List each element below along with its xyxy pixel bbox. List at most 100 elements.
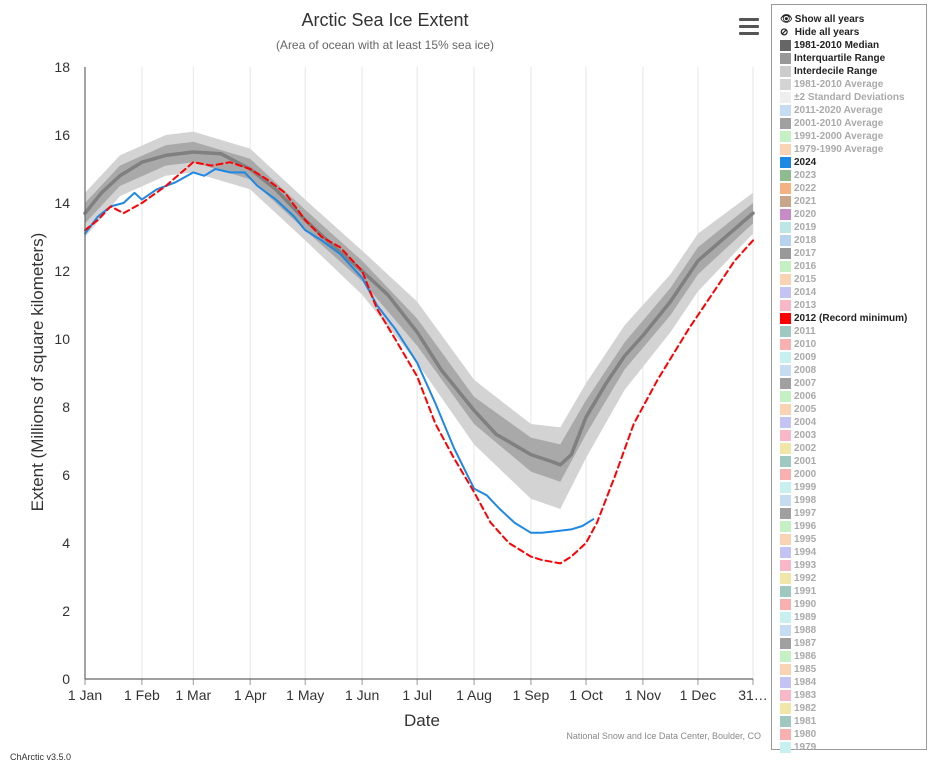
legend-item-label: 2011-2020 Average <box>794 105 883 116</box>
legend-item[interactable]: 1980 <box>772 728 926 741</box>
legend-item[interactable]: 1988 <box>772 624 926 637</box>
show-all-label: Show all years <box>794 14 865 25</box>
legend-swatch <box>780 638 791 649</box>
legend-item[interactable]: 2014 <box>772 286 926 299</box>
legend-item[interactable]: 1996 <box>772 520 926 533</box>
legend-item[interactable]: 2008 <box>772 364 926 377</box>
legend-item[interactable]: 2007 <box>772 377 926 390</box>
legend-item[interactable]: 2015 <box>772 273 926 286</box>
legend-item[interactable]: 1997 <box>772 507 926 520</box>
legend-item[interactable]: 1991 <box>772 585 926 598</box>
show-all-years-button[interactable]: 👁 Show all years <box>772 13 926 26</box>
legend-item[interactable]: 1979 <box>772 741 926 754</box>
legend-swatch <box>780 599 791 610</box>
legend-swatch <box>780 534 791 545</box>
y-axis-label: Extent (Millions of square kilometers) <box>28 233 47 512</box>
legend-swatch <box>780 274 791 285</box>
legend-item[interactable]: 1985 <box>772 663 926 676</box>
legend-item[interactable]: 2006 <box>772 390 926 403</box>
legend-item[interactable]: 2005 <box>772 403 926 416</box>
legend-item[interactable]: 2002 <box>772 442 926 455</box>
legend-item-label: 2001-2010 Average <box>794 118 884 129</box>
legend-item[interactable]: 2023 <box>772 169 926 182</box>
legend-item-label: 2007 <box>794 378 817 389</box>
legend-item[interactable]: 1994 <box>772 546 926 559</box>
legend-swatch <box>780 92 791 103</box>
legend-item[interactable]: 1981 <box>772 715 926 728</box>
legend-item[interactable]: 2022 <box>772 182 926 195</box>
legend-item[interactable]: 2000 <box>772 468 926 481</box>
legend-swatch <box>780 339 791 350</box>
legend-swatch <box>780 729 791 740</box>
legend-item[interactable]: 1981-2010 Median <box>772 39 926 52</box>
legend-item[interactable]: 2021 <box>772 195 926 208</box>
legend-item[interactable]: 1998 <box>772 494 926 507</box>
legend-item[interactable]: 1979-1990 Average <box>772 143 926 156</box>
legend-item[interactable]: Interquartile Range <box>772 52 926 65</box>
x-tick-label: 1 Aug <box>456 687 492 703</box>
legend-item-label: 1999 <box>794 482 817 493</box>
legend-item[interactable]: ±2 Standard Deviations <box>772 91 926 104</box>
legend-item[interactable]: 1992 <box>772 572 926 585</box>
legend-item-label: 2021 <box>794 196 817 207</box>
legend-item[interactable]: 2020 <box>772 208 926 221</box>
eye-slash-icon: ⊘ <box>780 27 789 38</box>
legend-item[interactable]: 2013 <box>772 299 926 312</box>
legend-item[interactable]: 2004 <box>772 416 926 429</box>
legend-item[interactable]: 1990 <box>772 598 926 611</box>
x-tick-label: 1 Jan <box>68 687 102 703</box>
legend-item[interactable]: 2001-2010 Average <box>772 117 926 130</box>
legend-item-label: 1994 <box>794 547 817 558</box>
legend-item[interactable]: 2011 <box>772 325 926 338</box>
legend-item[interactable]: 1987 <box>772 637 926 650</box>
legend-item[interactable]: 2017 <box>772 247 926 260</box>
legend-item[interactable]: 2011-2020 Average <box>772 104 926 117</box>
legend-item[interactable]: 1983 <box>772 689 926 702</box>
legend-item[interactable]: 1981-2010 Average <box>772 78 926 91</box>
legend-item-label: 1984 <box>794 677 817 688</box>
legend-swatch <box>780 651 791 662</box>
legend-item[interactable]: 1995 <box>772 533 926 546</box>
legend-swatch <box>780 690 791 701</box>
legend-swatch <box>780 482 791 493</box>
legend-item-label: 1991-2000 Average <box>794 131 884 142</box>
legend-item[interactable]: 2024 <box>772 156 926 169</box>
legend-item[interactable]: 1991-2000 Average <box>772 130 926 143</box>
legend-item[interactable]: 2001 <box>772 455 926 468</box>
legend-item[interactable]: 2016 <box>772 260 926 273</box>
legend-swatch <box>780 625 791 636</box>
legend-item[interactable]: 2003 <box>772 429 926 442</box>
credit-text: National Snow and Ice Data Center, Bould… <box>566 731 761 741</box>
legend-item[interactable]: 2018 <box>772 234 926 247</box>
legend-item[interactable]: Interdecile Range <box>772 65 926 78</box>
legend-swatch <box>780 261 791 272</box>
legend-item[interactable]: 1986 <box>772 650 926 663</box>
legend-item[interactable]: 1982 <box>772 702 926 715</box>
x-tick-label: 1 May <box>286 687 324 703</box>
legend-swatch <box>780 144 791 155</box>
legend-swatch <box>780 664 791 675</box>
chart-axes: 1 Jan 1 Feb 1 Mar 1 Apr 1 May 1 Jun 1 Jul 1 Aug… <box>54 59 767 703</box>
legend-item-label: 2006 <box>794 391 817 402</box>
legend-item[interactable]: 1999 <box>772 481 926 494</box>
legend-item[interactable]: 1989 <box>772 611 926 624</box>
legend-item-label: 1991 <box>794 586 817 597</box>
legend-item-label: 2015 <box>794 274 817 285</box>
legend-item-label: 1981-2010 Median <box>794 40 880 51</box>
legend-item[interactable]: 2010 <box>772 338 926 351</box>
legend-swatch <box>780 378 791 389</box>
x-tick-label: 1 Sep <box>513 687 550 703</box>
legend-item-label: 1996 <box>794 521 817 532</box>
legend-item[interactable]: 2009 <box>772 351 926 364</box>
legend-item[interactable]: 1984 <box>772 676 926 689</box>
series-2024-line <box>84 168 595 534</box>
legend-item-label: 2002 <box>794 443 817 454</box>
legend-item[interactable]: 1993 <box>772 559 926 572</box>
legend-item[interactable]: 2019 <box>772 221 926 234</box>
legend-swatch <box>780 248 791 259</box>
hide-all-years-button[interactable]: ⊘ Hide all years <box>772 26 926 39</box>
y-tick-label: 0 <box>62 671 70 687</box>
legend-item[interactable]: 2012 (Record minimum) <box>772 312 926 325</box>
hamburger-menu-icon[interactable] <box>736 14 762 40</box>
legend-swatch <box>780 430 791 441</box>
